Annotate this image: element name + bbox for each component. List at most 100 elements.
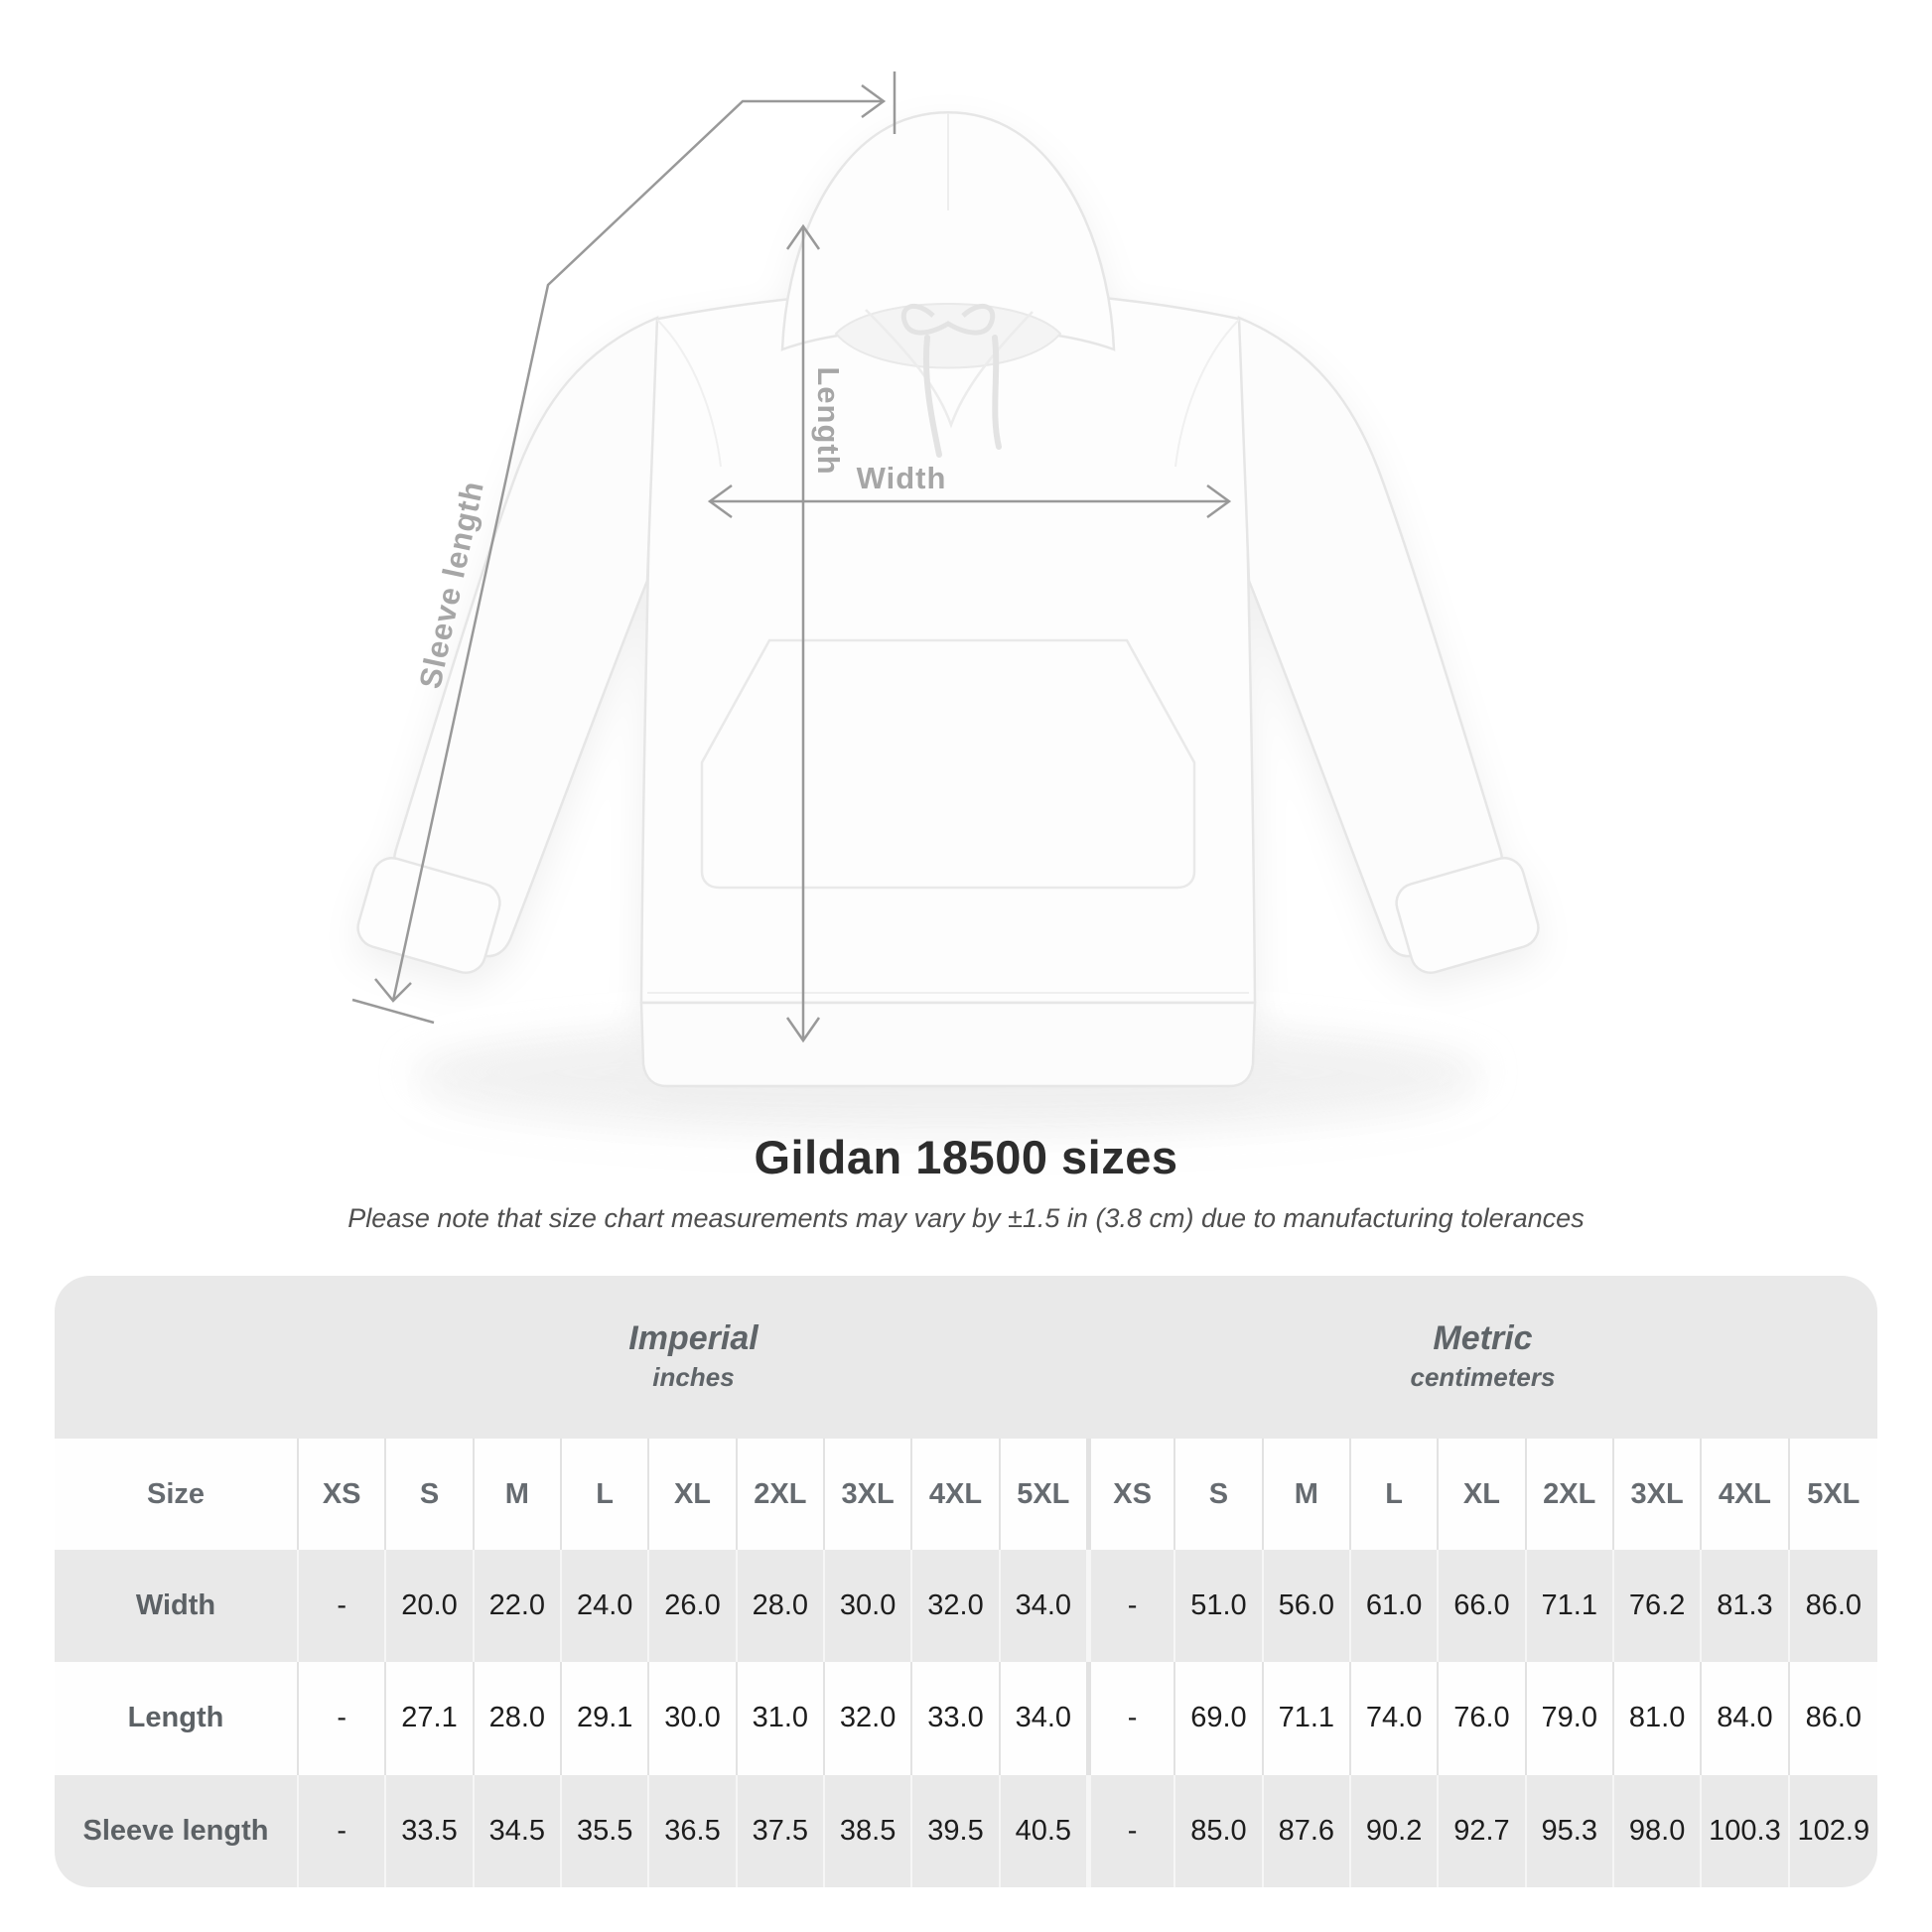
cell: 84.0 [1702, 1662, 1790, 1775]
sleeve-length-arrow [351, 71, 897, 1025]
size-chart-table: Imperial inches Metric centimeters Size … [55, 1276, 1877, 1887]
imperial-header: Imperial inches [299, 1276, 1088, 1439]
size-header-imperial-5xl: 5XL [1001, 1439, 1088, 1550]
size-header-metric-m: M [1264, 1439, 1351, 1550]
cell: 32.0 [825, 1662, 913, 1775]
row-label-length: Length [55, 1662, 300, 1775]
cell: 81.0 [1614, 1662, 1703, 1775]
cell: 81.3 [1702, 1550, 1790, 1663]
size-header-imperial-3xl: 3XL [825, 1439, 913, 1550]
cell: 38.5 [825, 1774, 913, 1887]
hoodie-diagram: Width Length Sleeve length [351, 71, 1540, 1124]
cell: 102.9 [1797, 1814, 1870, 1847]
cell: 98.0 [1614, 1774, 1703, 1887]
size-header-metric-xs: XS [1087, 1439, 1176, 1550]
cell: 40.5 [1001, 1774, 1088, 1887]
metric-unit: centimeters [1410, 1362, 1556, 1393]
drawstring-bow [900, 303, 996, 336]
right-cuff [1395, 857, 1540, 974]
size-header-metric-l: L [1351, 1439, 1440, 1550]
row-label-sleeve-length: Sleeve length [55, 1774, 300, 1887]
drawstring-right [992, 335, 1002, 450]
cell: 85.0 [1175, 1774, 1264, 1887]
hoodie-illustration [356, 111, 1540, 1124]
metric-header: Metric centimeters [1088, 1276, 1877, 1439]
cell: 26.0 [649, 1550, 738, 1663]
cell: 30.0 [649, 1662, 738, 1775]
cell: 71.1 [1527, 1550, 1614, 1663]
size-header-imperial-m: M [475, 1439, 562, 1550]
cell: 34.0 [1001, 1550, 1088, 1663]
size-header-imperial-2xl: 2XL [738, 1439, 825, 1550]
cell: 34.5 [475, 1774, 562, 1887]
cell: 86.0 [1805, 1702, 1863, 1734]
cell: 69.0 [1175, 1662, 1264, 1775]
cell: 36.5 [649, 1774, 738, 1887]
cell: 31.0 [738, 1662, 825, 1775]
right-sleeve [1237, 316, 1504, 958]
size-header-imperial-xs: XS [299, 1439, 387, 1550]
length-arrow [785, 223, 821, 1043]
cell: 86.0 [1805, 1589, 1863, 1622]
size-header-metric-s: S [1175, 1439, 1264, 1550]
hood-opening [834, 303, 1062, 369]
imperial-title: Imperial [628, 1319, 759, 1358]
cell: 90.2 [1351, 1774, 1440, 1887]
cell: - [299, 1774, 387, 1887]
row-label-width: Width [55, 1550, 300, 1663]
cell: 87.6 [1264, 1774, 1351, 1887]
cell: 39.5 [912, 1774, 1001, 1887]
cell: 71.1 [1264, 1662, 1351, 1775]
cell: - [1087, 1774, 1176, 1887]
size-header-metric-4xl: 4XL [1702, 1439, 1790, 1550]
unit-header-row: Imperial inches Metric centimeters [55, 1276, 1877, 1439]
cell: 24.0 [562, 1550, 650, 1663]
cell: 29.1 [562, 1662, 650, 1775]
length-label: Length [811, 366, 846, 475]
size-header-imperial-xl: XL [649, 1439, 738, 1550]
size-header-imperial-s: S [386, 1439, 475, 1550]
tolerance-note: Please note that size chart measurements… [347, 1203, 1585, 1233]
cell: 30.0 [825, 1550, 913, 1663]
cell: 37.5 [738, 1774, 825, 1887]
cell: - [299, 1662, 387, 1775]
cell: 66.0 [1439, 1550, 1527, 1663]
size-header-imperial-4xl: 4XL [912, 1439, 1001, 1550]
size-chart-card: Imperial inches Metric centimeters Size … [55, 1276, 1877, 1887]
cell: 20.0 [386, 1550, 475, 1663]
right-shoulder-seam [1174, 319, 1240, 468]
size-header-metric-3xl: 3XL [1614, 1439, 1703, 1550]
size-header-imperial-l: L [562, 1439, 650, 1550]
cell: - [299, 1550, 387, 1663]
cell: 79.0 [1527, 1662, 1614, 1775]
cell: 95.3 [1527, 1774, 1614, 1887]
width-label: Width [857, 461, 947, 495]
hoodie-hem [639, 1001, 1257, 1088]
sleeve-bottom-tick [351, 998, 435, 1025]
cell: - [1087, 1662, 1176, 1775]
size-header-metric-2xl: 2XL [1527, 1439, 1614, 1550]
row-length: Length - 27.1 28.0 29.1 30.0 31.0 32.0 3… [55, 1662, 1877, 1775]
cell: 28.0 [738, 1550, 825, 1663]
left-shoulder-seam [656, 319, 722, 468]
cell: 51.0 [1175, 1550, 1264, 1663]
cell: 34.0 [1001, 1662, 1088, 1775]
band-spacer [55, 1276, 299, 1439]
cell: 33.5 [386, 1774, 475, 1887]
row-width: Width - 20.0 22.0 24.0 26.0 28.0 30.0 32… [55, 1550, 1877, 1663]
left-cuff [356, 857, 501, 974]
left-sleeve [392, 316, 659, 958]
hoodie-pocket [700, 638, 1196, 890]
cell: 22.0 [475, 1550, 562, 1663]
cell: 76.2 [1614, 1550, 1703, 1663]
cell: 27.1 [386, 1662, 475, 1775]
cell: 74.0 [1351, 1662, 1440, 1775]
page-title: Gildan 18500 sizes [754, 1131, 1178, 1183]
cell: 32.0 [912, 1550, 1001, 1663]
size-header-metric-5xl: 5XL [1807, 1477, 1861, 1510]
cell: 28.0 [475, 1662, 562, 1775]
cell: - [1087, 1550, 1176, 1663]
cell: 33.0 [912, 1662, 1001, 1775]
cell: 61.0 [1351, 1550, 1440, 1663]
